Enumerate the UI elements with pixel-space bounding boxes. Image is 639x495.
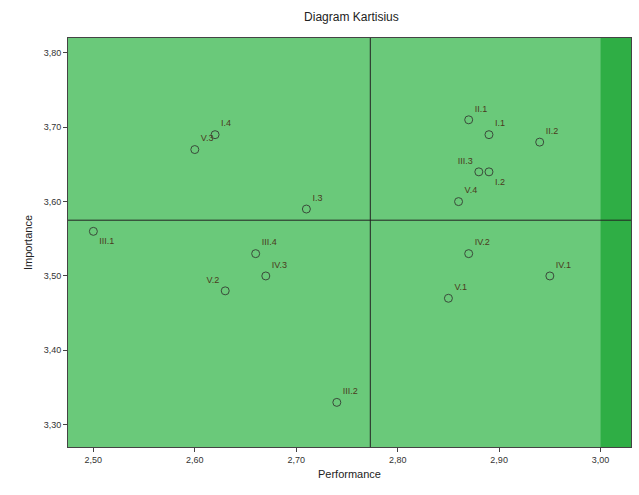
svg-text:III.3: III.3 (458, 156, 473, 166)
svg-text:3,80: 3,80 (44, 48, 62, 58)
svg-text:V.4: V.4 (465, 185, 478, 195)
svg-text:Diagram Kartisius: Diagram Kartisius (304, 10, 399, 24)
svg-text:IV.2: IV.2 (475, 237, 490, 247)
svg-text:2,60: 2,60 (186, 455, 204, 465)
svg-text:I.4: I.4 (221, 118, 231, 128)
svg-text:Importance: Importance (22, 215, 34, 270)
svg-text:3,70: 3,70 (44, 122, 62, 132)
svg-text:I.1: I.1 (495, 118, 505, 128)
svg-text:3,50: 3,50 (44, 271, 62, 281)
svg-text:II.1: II.1 (475, 104, 488, 114)
svg-text:2,50: 2,50 (85, 455, 103, 465)
svg-text:3,00: 3,00 (592, 455, 610, 465)
svg-text:Performance: Performance (318, 468, 381, 480)
svg-text:I.3: I.3 (312, 193, 322, 203)
svg-text:3,40: 3,40 (44, 345, 62, 355)
svg-text:2,70: 2,70 (287, 455, 305, 465)
svg-text:V.1: V.1 (454, 282, 467, 292)
svg-text:2,80: 2,80 (389, 455, 407, 465)
svg-text:II.2: II.2 (546, 126, 559, 136)
svg-text:3,60: 3,60 (44, 197, 62, 207)
svg-text:V.3: V.3 (201, 133, 214, 143)
svg-text:III.1: III.1 (99, 236, 114, 246)
svg-text:IV.3: IV.3 (272, 260, 287, 270)
svg-text:I.2: I.2 (495, 177, 505, 187)
svg-text:IV.1: IV.1 (556, 260, 571, 270)
svg-text:3,30: 3,30 (44, 420, 62, 430)
svg-text:III.4: III.4 (262, 237, 277, 247)
svg-text:III.2: III.2 (343, 386, 358, 396)
svg-text:2,90: 2,90 (490, 455, 508, 465)
svg-text:V.2: V.2 (207, 275, 220, 285)
